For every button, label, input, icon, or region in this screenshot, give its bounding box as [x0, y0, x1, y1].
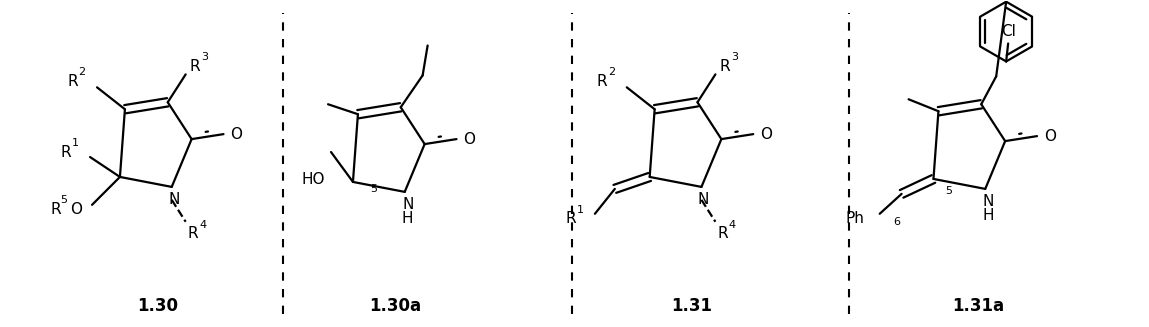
Text: R: R	[51, 202, 61, 217]
Text: O: O	[463, 131, 476, 146]
Text: N: N	[982, 194, 994, 209]
Text: 1.31a: 1.31a	[953, 297, 1004, 315]
Text: 1.30a: 1.30a	[369, 297, 421, 315]
Text: O: O	[231, 127, 242, 142]
Text: R: R	[187, 226, 199, 241]
Text: N: N	[402, 197, 414, 212]
Text: R: R	[67, 74, 78, 89]
Text: H: H	[402, 211, 414, 226]
Text: 1.31: 1.31	[671, 297, 712, 315]
Text: 5: 5	[944, 186, 951, 196]
Text: 1: 1	[71, 138, 78, 148]
Text: 3: 3	[201, 52, 208, 62]
Text: R: R	[717, 226, 728, 241]
Text: 2: 2	[608, 67, 616, 77]
Text: 1: 1	[577, 205, 584, 215]
Text: 1.30: 1.30	[137, 297, 178, 315]
Text: 3: 3	[731, 52, 738, 62]
Text: O: O	[70, 202, 82, 217]
Text: 5: 5	[60, 195, 67, 205]
Text: O: O	[761, 127, 772, 142]
Text: 2: 2	[78, 67, 86, 77]
Text: N: N	[168, 192, 179, 207]
Text: 4: 4	[728, 220, 737, 230]
Text: Ph: Ph	[846, 211, 865, 226]
Text: 5: 5	[370, 184, 377, 194]
Text: R: R	[190, 59, 200, 74]
Text: N: N	[697, 192, 709, 207]
Text: R: R	[60, 145, 71, 160]
Text: R: R	[719, 59, 730, 74]
Text: R: R	[596, 74, 608, 89]
Text: Cl: Cl	[1001, 24, 1016, 39]
Text: H: H	[982, 208, 994, 223]
Text: O: O	[1044, 129, 1056, 144]
Text: R: R	[565, 211, 576, 226]
Text: 6: 6	[893, 217, 900, 227]
Text: 4: 4	[199, 220, 206, 230]
Text: HO: HO	[301, 172, 325, 187]
